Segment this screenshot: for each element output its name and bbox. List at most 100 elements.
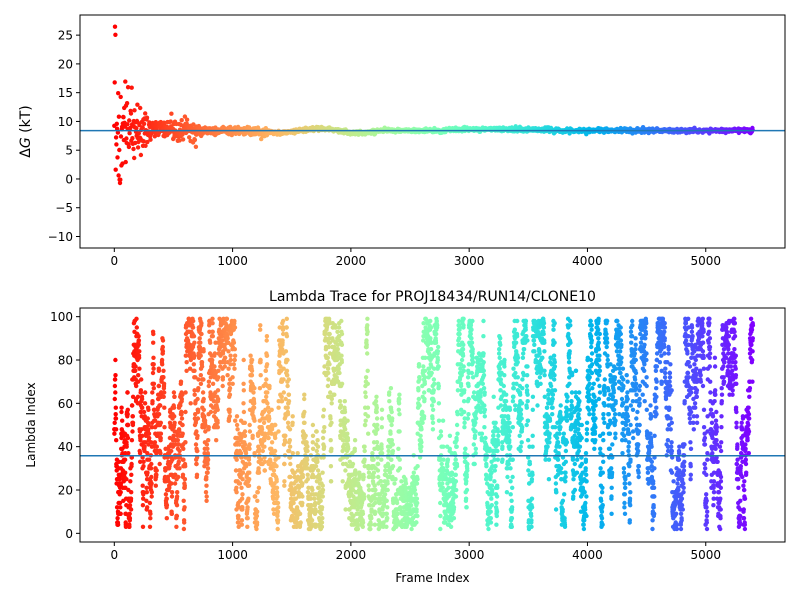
lambda-point — [158, 403, 163, 408]
lambda-point — [141, 496, 146, 501]
lambda-point — [474, 409, 479, 415]
lambda-point — [290, 414, 295, 419]
lambda-point — [329, 420, 334, 425]
lambda-point — [351, 513, 356, 519]
lambda-point — [484, 474, 490, 480]
delta-g-point — [148, 137, 153, 142]
lambda-point — [464, 505, 469, 510]
lambda-point — [455, 412, 460, 417]
lambda-point — [156, 368, 162, 373]
lambda-point — [130, 414, 135, 419]
lambda-point — [149, 494, 154, 499]
lambda-point — [232, 357, 237, 363]
lambda-point — [282, 483, 287, 488]
lambda-point — [275, 494, 280, 499]
lambda-point — [286, 399, 292, 404]
lambda-point — [432, 381, 437, 386]
lambda-point — [428, 347, 434, 352]
lambda-point — [125, 407, 130, 412]
delta-g-point — [187, 135, 192, 140]
lambda-point — [372, 483, 377, 488]
lambda-point — [361, 474, 366, 480]
y-tick-label: 0 — [65, 172, 73, 186]
lambda-point — [188, 401, 193, 406]
lambda-point — [373, 487, 378, 493]
lambda-point — [305, 457, 310, 462]
lambda-point — [360, 511, 366, 516]
lambda-point — [280, 318, 286, 324]
lambda-point — [156, 412, 162, 417]
lambda-point — [259, 427, 265, 432]
lambda-point — [428, 325, 434, 330]
lambda-point — [232, 366, 237, 371]
lambda-point — [151, 362, 156, 367]
lambda-point — [300, 500, 305, 506]
lambda-point — [179, 412, 184, 417]
lambda-point — [232, 325, 238, 330]
lambda-point — [275, 526, 280, 532]
lambda-point — [228, 353, 233, 358]
delta-g-point — [132, 108, 137, 113]
lambda-point — [365, 329, 370, 334]
lambda-point — [371, 457, 376, 462]
lambda-point — [241, 381, 246, 386]
lambda-point — [422, 396, 427, 402]
lambda-point — [422, 381, 427, 386]
lambda-point — [220, 383, 225, 389]
delta-g-point — [113, 167, 118, 172]
lambda-point — [158, 435, 163, 441]
lambda-point — [226, 366, 231, 371]
lambda-point — [320, 470, 325, 475]
lambda-point — [205, 461, 210, 467]
lambda-point — [385, 487, 390, 493]
lambda-point — [176, 459, 181, 464]
lambda-point — [379, 407, 385, 412]
lambda-point — [363, 375, 369, 380]
lambda-point — [175, 438, 180, 443]
delta-g-point — [112, 24, 118, 29]
lambda-point — [215, 425, 220, 430]
delta-g-point — [123, 79, 128, 84]
lambda-point — [462, 425, 467, 430]
lambda-point — [454, 464, 460, 469]
lambda-point — [256, 470, 262, 475]
lambda-point — [242, 420, 247, 425]
delta-g-point — [118, 94, 123, 100]
lambda-point — [473, 420, 478, 425]
lambda-point — [273, 435, 278, 441]
lambda-point — [257, 448, 262, 454]
delta-g-point — [182, 114, 188, 119]
lambda-point — [300, 481, 305, 486]
lambda-point — [284, 316, 289, 321]
lambda-point — [267, 383, 272, 389]
delta-g-point — [140, 125, 145, 130]
lambda-point — [133, 364, 138, 369]
lambda-point — [212, 351, 217, 356]
lambda-point — [366, 464, 371, 469]
lambda-point — [239, 522, 244, 527]
lambda-point — [256, 485, 262, 490]
lambda-point — [352, 446, 357, 451]
lambda-point — [204, 474, 209, 480]
lambda-point — [127, 511, 132, 516]
delta-g-point — [125, 122, 130, 127]
lambda-point — [129, 490, 134, 495]
lambda-point — [183, 390, 188, 395]
lambda-point — [461, 368, 466, 373]
lambda-point — [113, 390, 118, 395]
lambda-point — [313, 464, 319, 469]
lambda-point — [162, 405, 167, 410]
lambda-point — [478, 394, 483, 399]
lambda-point — [254, 526, 259, 532]
lambda-point — [169, 481, 174, 486]
delta-g-point — [180, 132, 185, 137]
lambda-point — [136, 334, 141, 339]
lambda-point — [175, 490, 180, 495]
lambda-point — [414, 481, 420, 486]
lambda-point — [409, 526, 414, 532]
lambda-point — [397, 396, 402, 402]
lambda-point — [206, 425, 211, 430]
lambda-point — [160, 338, 166, 343]
lambda-point — [183, 440, 188, 445]
lambda-point — [140, 483, 145, 488]
